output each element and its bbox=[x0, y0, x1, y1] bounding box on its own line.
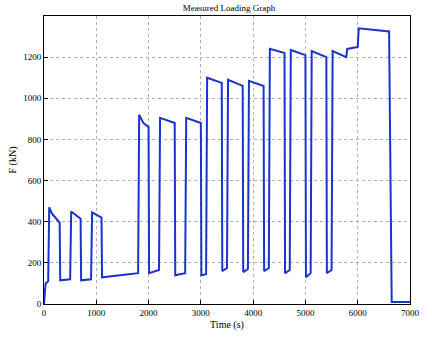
svg-text:200: 200 bbox=[28, 258, 42, 268]
svg-text:2000: 2000 bbox=[140, 308, 159, 318]
svg-text:F (kN): F (kN) bbox=[7, 147, 19, 174]
svg-text:5000: 5000 bbox=[296, 308, 315, 318]
svg-text:0: 0 bbox=[37, 299, 42, 309]
svg-text:Measured Loading Graph: Measured Loading Graph bbox=[183, 3, 276, 13]
svg-text:400: 400 bbox=[28, 217, 42, 227]
svg-text:7000: 7000 bbox=[401, 308, 420, 318]
svg-text:4000: 4000 bbox=[244, 308, 263, 318]
svg-text:6000: 6000 bbox=[349, 308, 368, 318]
svg-text:3000: 3000 bbox=[192, 308, 211, 318]
svg-text:0: 0 bbox=[42, 308, 47, 318]
svg-text:800: 800 bbox=[28, 135, 42, 145]
svg-text:1200: 1200 bbox=[23, 52, 42, 62]
svg-text:1000: 1000 bbox=[87, 308, 106, 318]
svg-text:Time (s): Time (s) bbox=[210, 319, 244, 331]
svg-text:600: 600 bbox=[28, 176, 42, 186]
svg-text:1000: 1000 bbox=[23, 93, 42, 103]
